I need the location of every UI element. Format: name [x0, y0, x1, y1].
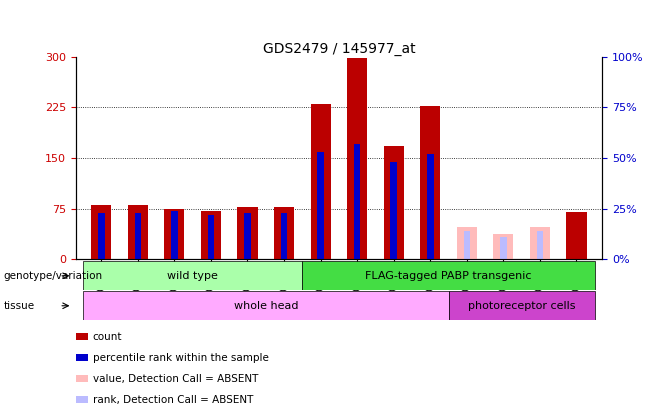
Text: tissue: tissue: [3, 301, 34, 311]
Text: whole head: whole head: [234, 301, 298, 311]
Bar: [494, 234, 513, 259]
Bar: [457, 227, 477, 259]
Bar: [537, 231, 544, 259]
Bar: [208, 215, 215, 259]
Bar: [274, 207, 294, 259]
Bar: [171, 211, 178, 259]
Text: photoreceptor cells: photoreceptor cells: [468, 301, 575, 311]
Bar: [302, 261, 595, 290]
Bar: [164, 209, 184, 259]
Bar: [420, 106, 440, 259]
Bar: [91, 205, 111, 259]
Bar: [128, 205, 148, 259]
Bar: [390, 162, 397, 259]
Bar: [530, 227, 550, 259]
Bar: [83, 291, 449, 320]
Bar: [83, 261, 302, 290]
Bar: [311, 104, 331, 259]
Bar: [449, 291, 595, 320]
Bar: [281, 213, 288, 259]
Bar: [98, 213, 105, 259]
Bar: [201, 211, 221, 259]
Bar: [244, 213, 251, 259]
Bar: [463, 231, 470, 259]
Text: percentile rank within the sample: percentile rank within the sample: [93, 353, 268, 362]
Text: rank, Detection Call = ABSENT: rank, Detection Call = ABSENT: [93, 395, 253, 405]
Text: wild type: wild type: [167, 271, 218, 281]
Bar: [317, 152, 324, 259]
Bar: [238, 207, 257, 259]
Bar: [567, 212, 586, 259]
Bar: [427, 154, 434, 259]
Bar: [134, 213, 141, 259]
Text: count: count: [93, 332, 122, 341]
Text: FLAG-tagged PABP transgenic: FLAG-tagged PABP transgenic: [365, 271, 532, 281]
Bar: [384, 146, 404, 259]
Text: genotype/variation: genotype/variation: [3, 271, 103, 281]
Text: value, Detection Call = ABSENT: value, Detection Call = ABSENT: [93, 374, 258, 384]
Bar: [354, 144, 361, 259]
Title: GDS2479 / 145977_at: GDS2479 / 145977_at: [263, 42, 415, 55]
Bar: [500, 237, 507, 259]
Bar: [347, 58, 367, 259]
